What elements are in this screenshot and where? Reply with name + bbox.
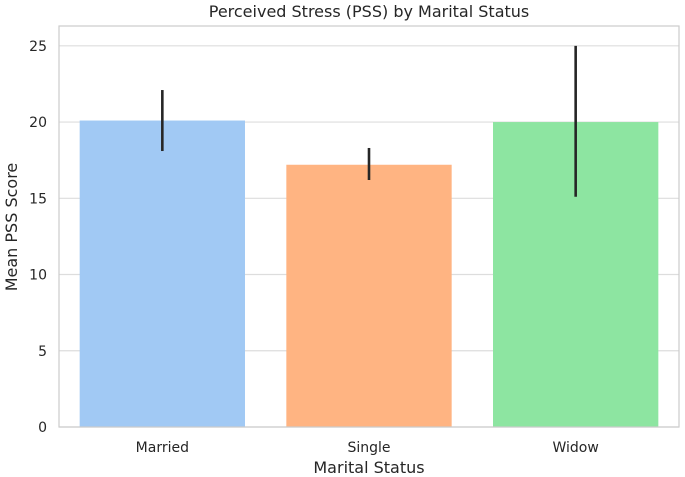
bars: [79, 120, 659, 427]
y-tick-label: 25: [29, 39, 47, 55]
error-bars: [161, 45, 577, 197]
x-tick-label: Married: [136, 440, 189, 456]
x-tick-labels: Married Single Widow: [136, 440, 599, 456]
y-tick-label: 5: [38, 344, 47, 360]
y-axis-label: Mean PSS Score: [2, 163, 21, 292]
y-tick-label: 10: [29, 268, 47, 284]
y-tick-label: 0: [38, 420, 47, 436]
x-tick-label: Widow: [553, 440, 599, 456]
plot-frame: [58, 25, 680, 428]
x-tick-label: Single: [347, 440, 390, 456]
y-tick-labels: 0 5 10 15 20 25: [29, 39, 47, 436]
y-tick-label: 15: [29, 191, 47, 207]
y-tick-label: 20: [29, 115, 47, 131]
chart-title: Perceived Stress (PSS) by Marital Status: [209, 2, 530, 21]
bar-married: [79, 120, 246, 427]
x-axis-label: Marital Status: [313, 458, 424, 477]
bar-single: [286, 164, 452, 427]
